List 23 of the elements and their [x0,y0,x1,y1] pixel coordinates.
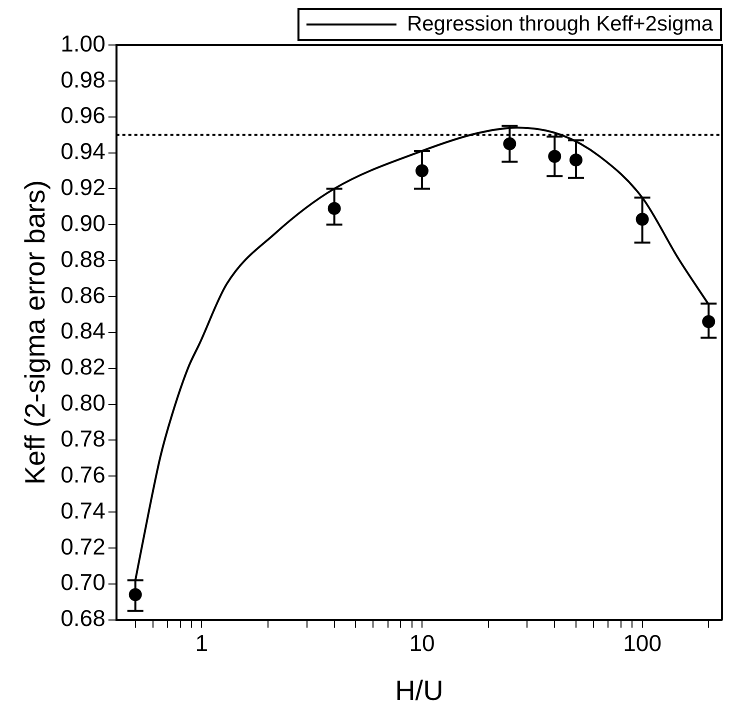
y-tick-label: 0.76 [60,461,106,488]
y-tick-label: 0.94 [60,138,106,164]
y-tick-label: 0.68 [60,605,106,632]
y-tick-label: 0.70 [60,569,106,596]
y-tick-label: 0.84 [60,318,106,344]
y-axis-title: Keff (2-sigma error bars) [20,180,51,485]
y-tick-label: 0.88 [60,246,106,272]
y-tick-label: 0.72 [60,533,106,560]
y-tick-label: 0.98 [60,66,106,92]
x-tick-label: 10 [409,630,435,656]
y-tick-label: 0.78 [60,426,106,452]
y-tick-label: 0.90 [60,210,106,236]
y-tick-label: 0.80 [60,390,106,416]
x-axis-title: H/U [395,674,444,706]
legend-label: Regression through Keff+2sigma [406,12,714,36]
y-tick-label: 0.86 [60,282,106,308]
y-tick-label: 0.82 [60,354,106,380]
y-tick-label: 0.74 [60,497,106,524]
x-tick-label: 100 [623,630,662,656]
y-tick-label: 0.96 [60,102,106,128]
y-tick-label: 0.92 [60,174,106,200]
y-tick-label: 1.00 [60,30,106,56]
x-tick-label: 1 [195,630,208,656]
